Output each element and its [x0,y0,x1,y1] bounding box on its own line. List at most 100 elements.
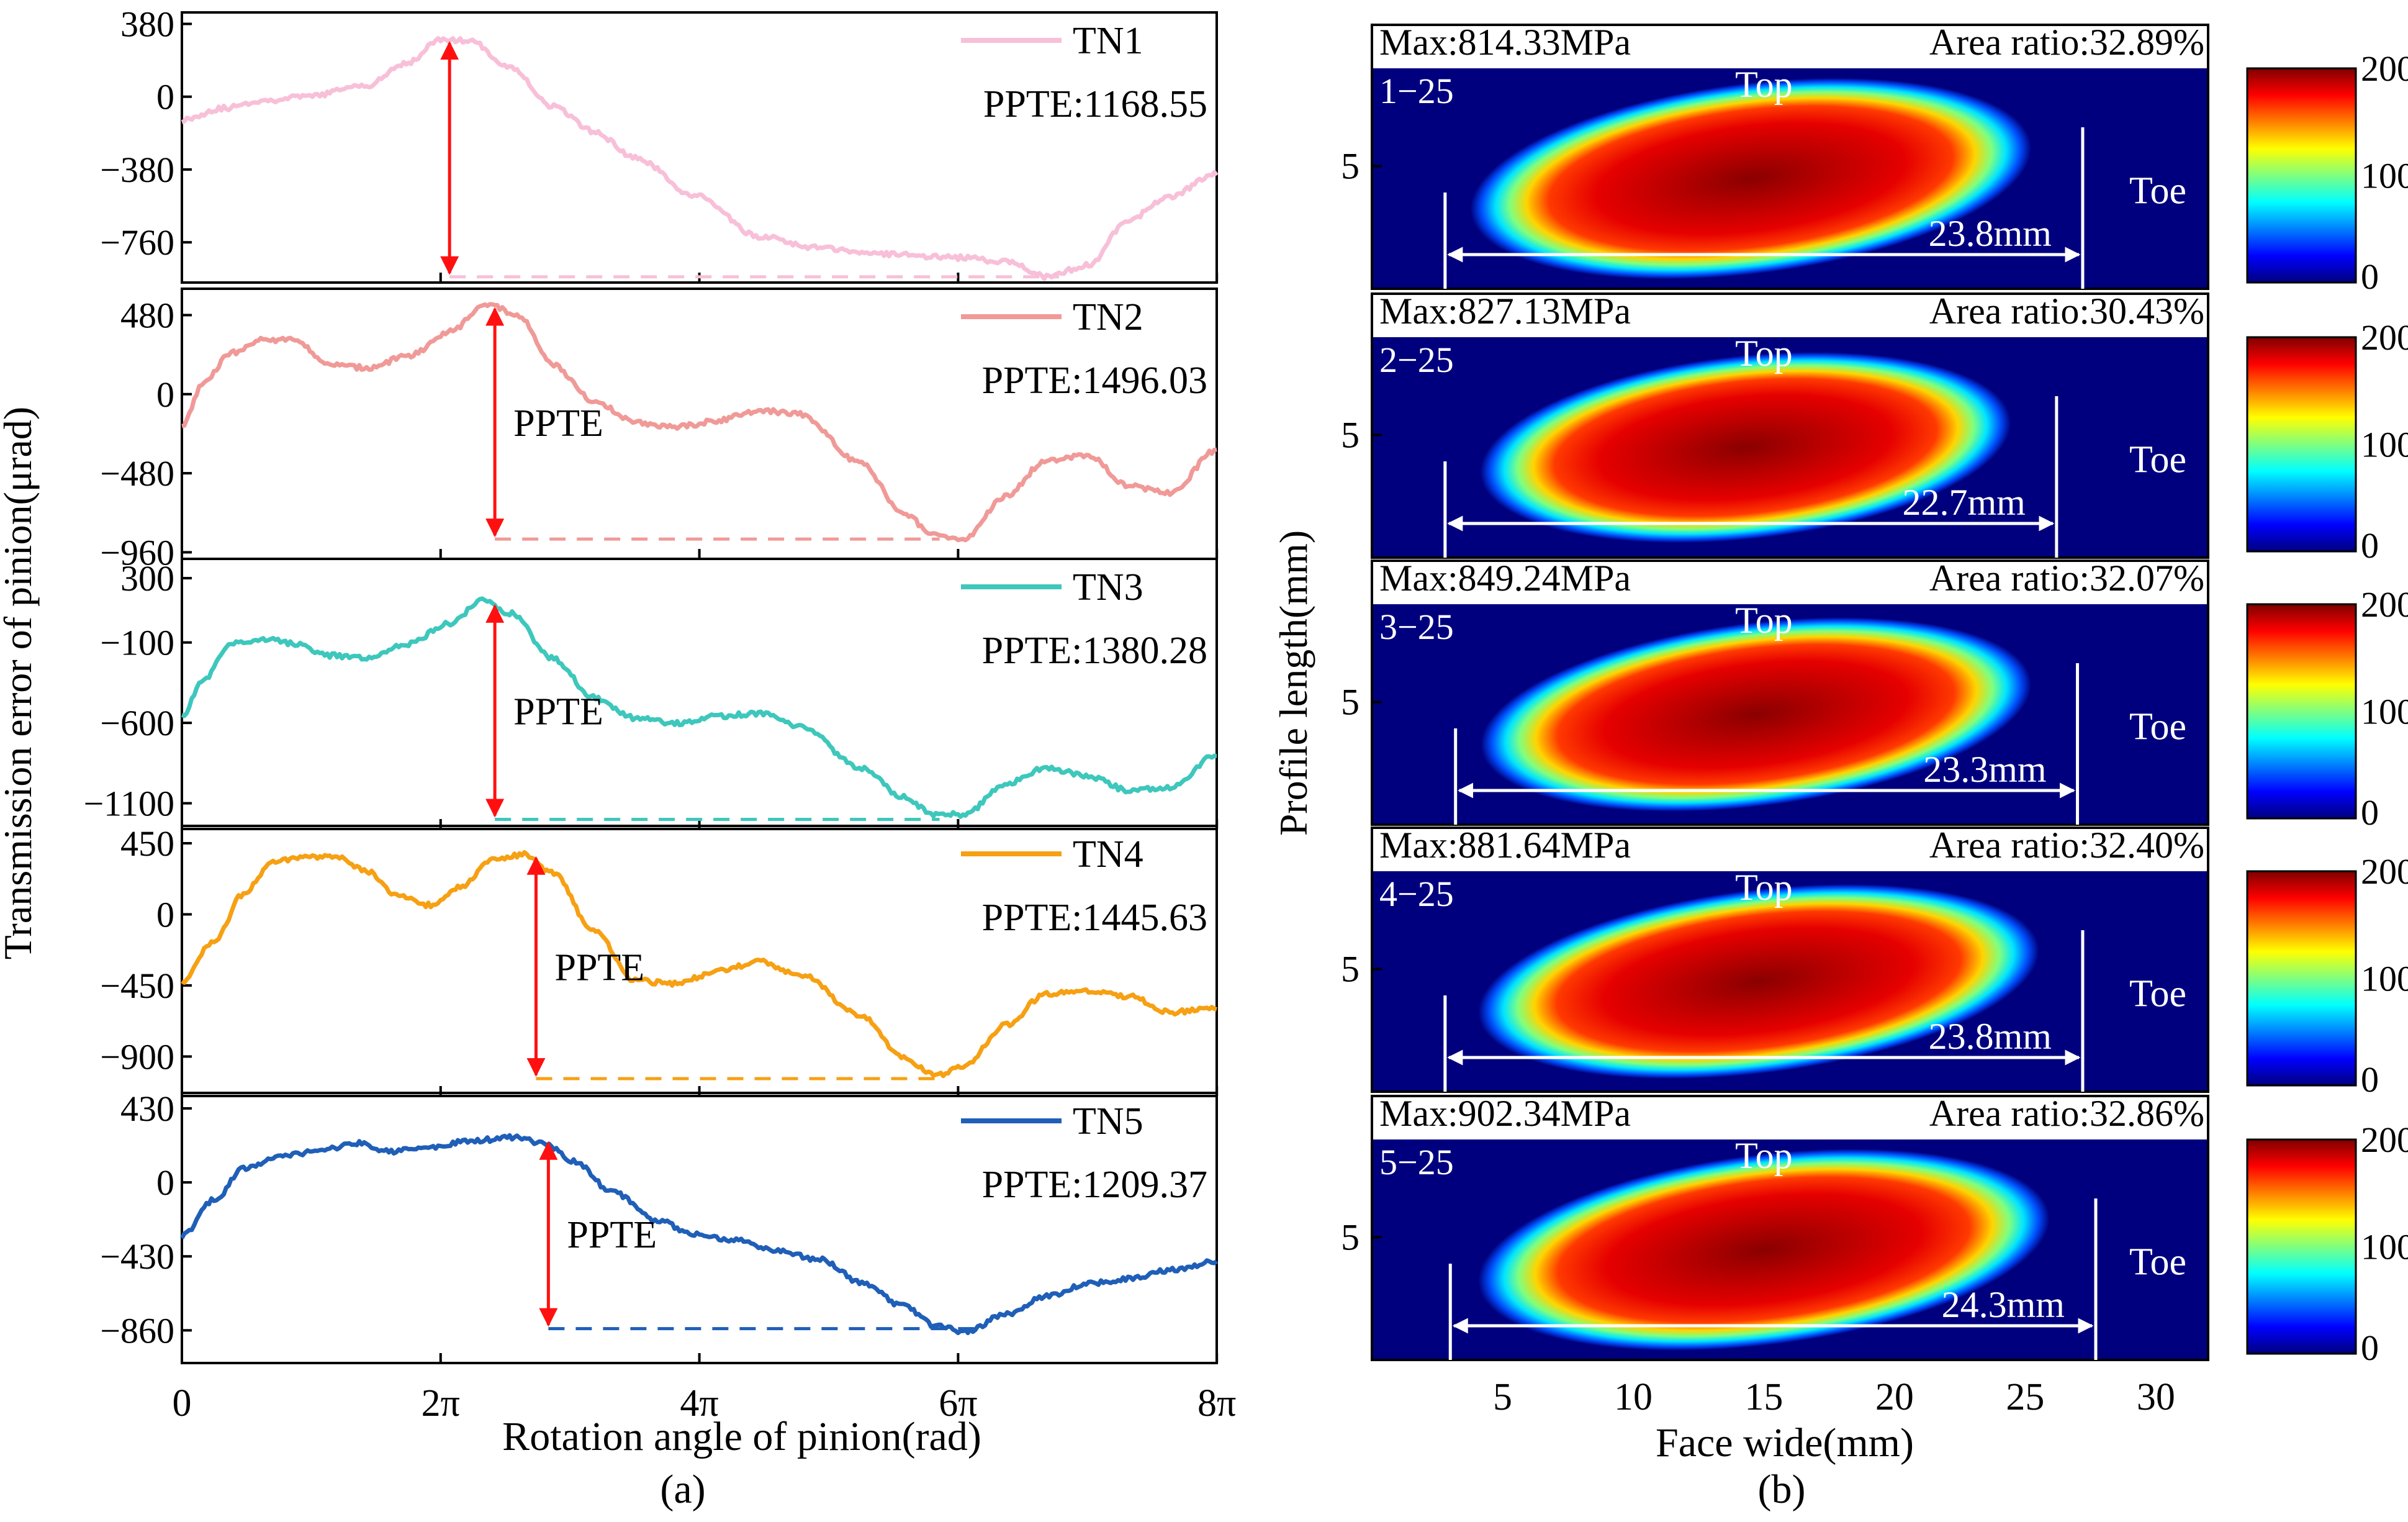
max-stress-label: Max:881.64MPa [1379,825,1631,866]
top-label: Top [1735,333,1792,374]
legend-label: TN4 [1073,833,1143,876]
te-panel-2: 480 0 −480 −960 PPTE TN2 PPTE:1496.03 [100,288,1219,573]
x-tick-label: 10 [1614,1376,1653,1418]
y-tick-label: 300 [120,558,174,599]
y-tick-label: 0 [156,374,174,415]
colorbar-tick-label: 100 [2361,425,2408,465]
y-tick-label: 430 [120,1089,174,1129]
y-tick-label: 0 [156,894,174,935]
x-tick-label: 8π [1197,1382,1236,1425]
colorbar-tick-label: 100 [2361,692,2408,732]
y-tick-label: 5 [1341,415,1360,456]
top-label: Top [1735,64,1792,105]
colorbar [2246,1138,2357,1355]
colorbar [2246,67,2357,284]
te-panel-4: 450 0 −450 −900 PPTE TN4 PPTE:1445.63 [100,823,1219,1097]
te-panel-frame [181,1092,1218,1364]
ppte-label: PPTE [567,1214,657,1256]
series-line-TN5 [179,1133,1219,1336]
x-tick-label: 0 [173,1382,192,1425]
panel-id-label: 3−25 [1379,607,1454,647]
colorbar-tick-label: 200 [2361,1120,2408,1160]
y-tick-label: −430 [100,1236,174,1277]
area-ratio-label: Area ratio:32.07% [1929,558,2204,599]
y-tick-label: −860 [100,1310,174,1351]
legend-label: TN3 [1073,566,1143,609]
contact-pattern [1481,617,2032,812]
contact-width-label: 24.3mm [1942,1284,2065,1325]
figure-label-b: (b) [1758,1467,1806,1512]
panel-id-label: 5−25 [1379,1142,1454,1182]
colorbar-tick-label: 100 [2361,1227,2408,1267]
x-tick-label: 5 [1493,1376,1512,1418]
heatmap-frame [1371,827,2209,1093]
panel-id-label: 2−25 [1379,340,1454,380]
ppte-value: PPTE:1380.28 [982,630,1207,672]
toe-label: Toe [2129,170,2186,212]
top-label: Top [1735,600,1792,641]
right-y-axis-label: Profile length(mm) [1271,530,1315,836]
max-stress-label: Max:849.24MPa [1379,558,1631,599]
contact-pattern [1470,78,2031,279]
max-stress-label: Max:814.33MPa [1379,22,1631,63]
series-line-TN1 [181,36,1219,281]
max-stress-label: Max:827.13MPa [1379,291,1631,332]
colorbar-tick-label: 200 [2361,584,2408,625]
y-tick-label: 0 [156,77,174,117]
te-panel-5: 430 0 −430 −860 PPTE TN5 PPTE:1209.37 [100,1089,1219,1364]
colorbar-tick-label: 0 [2361,525,2379,566]
contact-pattern [1480,351,2011,543]
y-tick-label: −1100 [83,784,174,824]
toe-label: Toe [2129,973,2186,1015]
te-panel-1: 380 0 −380 −760 TN1 PPTE:1168.55 [100,4,1219,284]
area-ratio-label: Area ratio:30.43% [1929,291,2204,332]
ppte-value: PPTE:1168.55 [983,83,1207,125]
right-panels: Max:814.33MPa Area ratio:32.89% 1−25 Top Toe… [1341,22,2408,1368]
heatmap-frame [1371,24,2209,290]
max-stress-label: Max:902.34MPa [1379,1093,1631,1134]
legend-label: TN1 [1073,20,1143,62]
ppte-value: PPTE:1209.37 [982,1164,1207,1206]
heatmap-frame [1371,559,2209,826]
colorbar-tick-label: 200 [2361,317,2408,358]
x-tick-label: 15 [1744,1376,1783,1418]
toe-label: Toe [2129,439,2186,481]
colorbar-tick-label: 0 [2361,1328,2379,1368]
colorbar-tick-label: 200 [2361,48,2408,89]
colorbar-tick-label: 0 [2361,1059,2379,1100]
colorbar [2246,870,2357,1087]
te-panel-3: 300 −100 −600 −1100 PPTE TN3 PPTE:1380.28 [83,558,1219,830]
y-tick-label: −100 [100,623,174,663]
left-x-axis-label: Rotation angle of pinion(rad) [502,1414,981,1459]
y-tick-label: 5 [1341,146,1360,187]
legend-label: TN2 [1073,296,1143,338]
toe-label: Toe [2129,1241,2186,1284]
panel-id-label: 1−25 [1379,71,1454,111]
right-x-axis-label: Face wide(mm) [1656,1420,1914,1465]
heatmap-frame [1371,292,2209,559]
y-tick-label: 380 [120,4,174,45]
x-tick-label: 2π [422,1382,460,1425]
series-line-TN2 [181,302,1217,543]
x-tick-label: 25 [2006,1376,2044,1418]
area-ratio-label: Area ratio:32.40% [1929,825,2204,866]
contact-width-label: 23.8mm [1929,1016,2052,1057]
stress-panel-4: Max:881.64MPa Area ratio:32.40% 4−25 Top Toe… [1341,825,2408,1100]
series-line-TN3 [181,596,1217,819]
ppte-value: PPTE:1445.63 [982,897,1207,939]
left-x-ticks: 0 2π 4π 6π 8π [173,1382,1237,1425]
heatmap-frame [1371,1095,2209,1361]
x-tick-label: 6π [939,1382,977,1425]
figure-label-a: (a) [660,1467,705,1512]
x-tick-label: 4π [680,1382,718,1425]
left-y-axis-label: Transmission error of pinion(μrad) [0,407,40,960]
colorbar-tick-label: 100 [2361,959,2408,999]
y-tick-label: −480 [100,453,174,494]
te-panel-frame [181,11,1218,284]
colorbar-tick-label: 200 [2361,851,2408,892]
y-tick-label: −450 [100,966,174,1006]
ppte-label: PPTE [513,691,603,733]
y-tick-label: 5 [1341,682,1360,723]
contact-width-label: 22.7mm [1903,482,2026,523]
colorbar [2246,603,2357,820]
